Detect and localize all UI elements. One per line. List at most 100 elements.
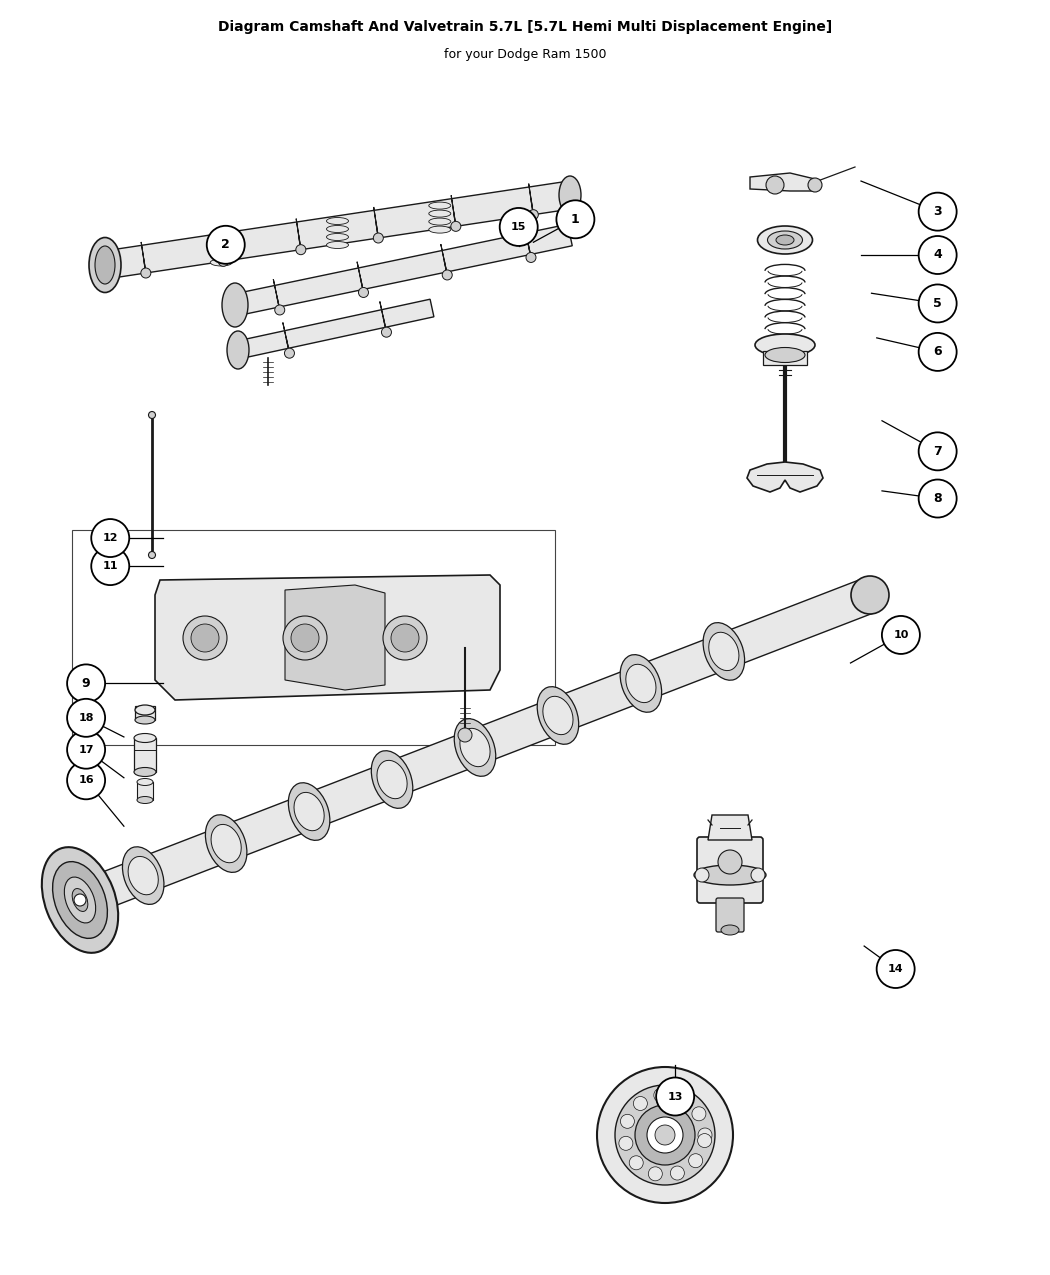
Ellipse shape <box>694 864 766 885</box>
Text: 14: 14 <box>888 964 903 974</box>
Ellipse shape <box>765 348 805 362</box>
Circle shape <box>191 623 219 652</box>
Circle shape <box>148 552 155 558</box>
Circle shape <box>91 547 129 585</box>
Polygon shape <box>750 173 815 191</box>
Circle shape <box>291 623 319 652</box>
Ellipse shape <box>294 792 324 831</box>
Circle shape <box>766 176 784 194</box>
Text: 16: 16 <box>79 775 93 785</box>
Ellipse shape <box>89 237 121 292</box>
Circle shape <box>148 412 155 418</box>
Ellipse shape <box>72 889 88 912</box>
Ellipse shape <box>128 857 159 895</box>
Ellipse shape <box>768 231 802 249</box>
Polygon shape <box>525 227 530 252</box>
Ellipse shape <box>210 235 232 242</box>
Ellipse shape <box>134 733 156 742</box>
Circle shape <box>877 950 915 988</box>
Circle shape <box>183 616 227 660</box>
Text: 1: 1 <box>571 213 580 226</box>
Circle shape <box>635 1105 695 1165</box>
Ellipse shape <box>227 332 249 368</box>
Ellipse shape <box>776 235 794 245</box>
Circle shape <box>91 519 129 557</box>
Ellipse shape <box>210 259 232 266</box>
Text: 3: 3 <box>933 205 942 218</box>
Text: for your Dodge Ram 1500: for your Dodge Ram 1500 <box>444 48 606 61</box>
Text: 8: 8 <box>933 492 942 505</box>
Polygon shape <box>155 575 500 700</box>
Ellipse shape <box>751 868 765 882</box>
Text: 7: 7 <box>933 445 942 458</box>
Polygon shape <box>236 300 434 358</box>
Circle shape <box>692 1107 706 1121</box>
Circle shape <box>442 270 453 280</box>
Ellipse shape <box>94 246 116 284</box>
FancyBboxPatch shape <box>134 738 156 771</box>
Circle shape <box>458 728 472 742</box>
Polygon shape <box>528 184 532 209</box>
Ellipse shape <box>455 719 496 776</box>
Circle shape <box>381 328 392 337</box>
Ellipse shape <box>64 877 96 923</box>
Ellipse shape <box>372 751 413 808</box>
Circle shape <box>654 1089 668 1102</box>
Circle shape <box>500 208 538 246</box>
Polygon shape <box>374 207 378 233</box>
Circle shape <box>633 1096 648 1111</box>
Ellipse shape <box>136 779 153 785</box>
Ellipse shape <box>42 847 119 952</box>
Circle shape <box>67 664 105 703</box>
Ellipse shape <box>123 847 164 904</box>
Circle shape <box>919 333 957 371</box>
FancyBboxPatch shape <box>697 836 763 903</box>
Circle shape <box>285 348 294 358</box>
Circle shape <box>526 252 536 263</box>
Ellipse shape <box>850 576 889 615</box>
Polygon shape <box>273 279 278 305</box>
Ellipse shape <box>428 203 450 209</box>
Ellipse shape <box>755 334 815 356</box>
Circle shape <box>207 226 245 264</box>
Text: 5: 5 <box>933 297 942 310</box>
Circle shape <box>919 284 957 323</box>
Circle shape <box>621 1114 634 1128</box>
Circle shape <box>618 1136 633 1150</box>
Ellipse shape <box>206 815 247 872</box>
Ellipse shape <box>721 924 739 935</box>
Text: 15: 15 <box>511 222 526 232</box>
Circle shape <box>391 623 419 652</box>
Ellipse shape <box>695 868 709 882</box>
Ellipse shape <box>52 862 107 938</box>
Circle shape <box>450 222 461 231</box>
Ellipse shape <box>327 241 349 249</box>
Ellipse shape <box>626 664 656 703</box>
Ellipse shape <box>135 705 155 715</box>
Ellipse shape <box>428 218 450 226</box>
Circle shape <box>689 1154 702 1168</box>
Circle shape <box>383 616 427 660</box>
Circle shape <box>275 305 285 315</box>
Ellipse shape <box>621 654 662 713</box>
Circle shape <box>141 268 151 278</box>
Circle shape <box>67 699 105 737</box>
Circle shape <box>74 894 86 907</box>
Circle shape <box>629 1155 644 1169</box>
Ellipse shape <box>210 244 232 250</box>
Ellipse shape <box>134 768 156 776</box>
Polygon shape <box>441 245 446 270</box>
Ellipse shape <box>327 233 349 241</box>
Polygon shape <box>296 218 300 245</box>
Ellipse shape <box>428 226 450 233</box>
Text: 2: 2 <box>222 238 230 251</box>
Ellipse shape <box>460 728 490 766</box>
Polygon shape <box>141 242 145 268</box>
FancyBboxPatch shape <box>763 351 807 365</box>
Circle shape <box>218 256 228 266</box>
Circle shape <box>296 245 306 255</box>
Ellipse shape <box>704 622 744 681</box>
Circle shape <box>597 1067 733 1204</box>
Circle shape <box>656 1077 694 1116</box>
Text: 13: 13 <box>668 1091 682 1102</box>
